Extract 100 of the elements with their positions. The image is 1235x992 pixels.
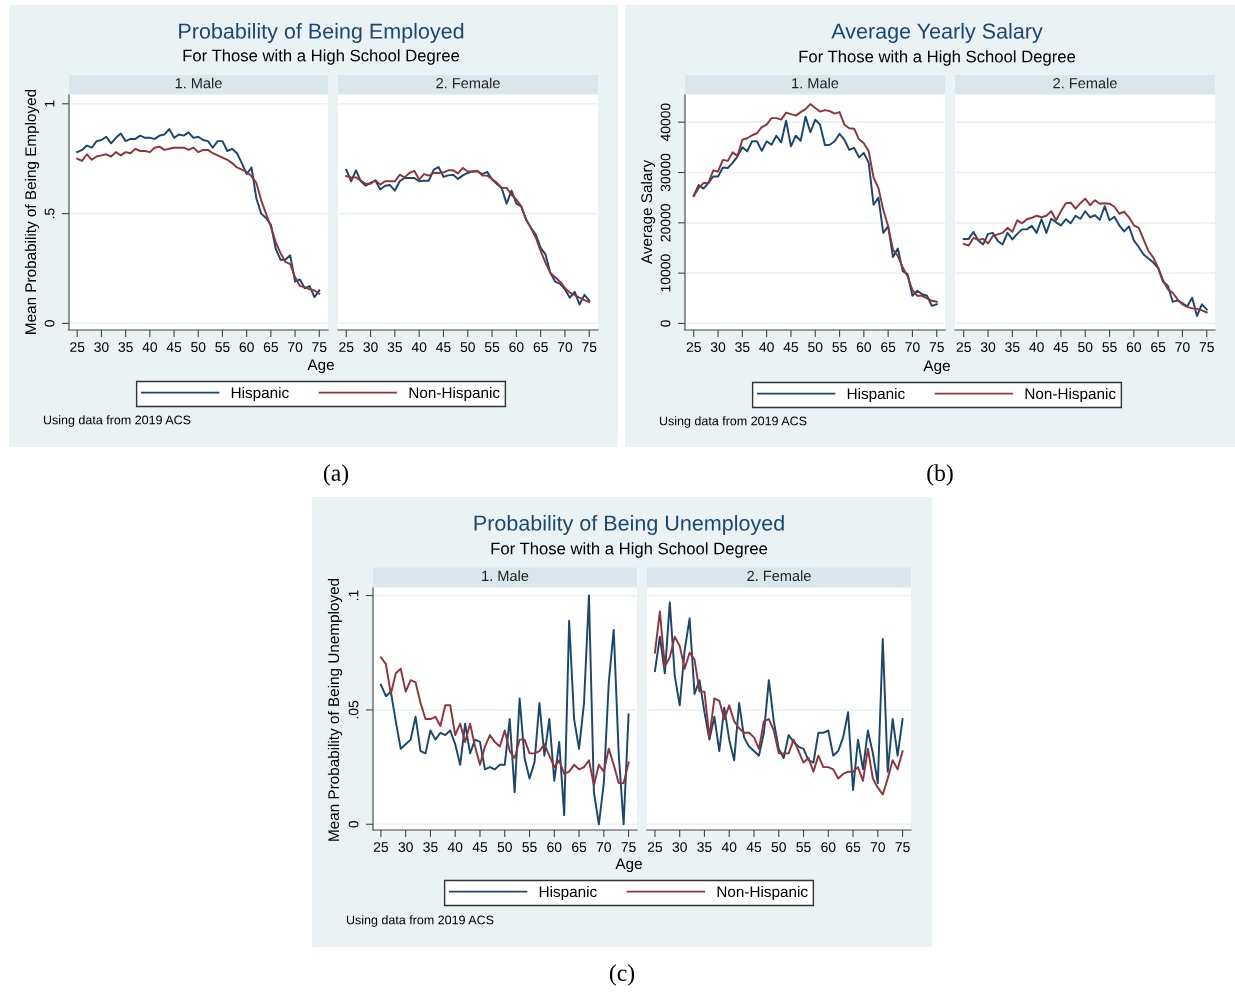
x-tick-label: 25 — [647, 842, 663, 853]
text: Using data from 2019 ACS — [659, 416, 807, 428]
line-series — [379, 656, 630, 787]
x-tick-label: 65 — [881, 342, 896, 353]
text: (c) — [609, 964, 635, 986]
x-tick-label: 25 — [70, 342, 85, 353]
x-tick-label: 75 — [312, 342, 327, 353]
text: 1. Male — [175, 77, 222, 89]
chart-title: Probability of Being Unemployed — [474, 514, 784, 536]
x-tick-label: 25 — [373, 842, 389, 853]
chart-subtitle: For Those with a High School Degree — [183, 49, 460, 65]
x-tick-label: 50 — [808, 342, 823, 353]
x-tick-label: 75 — [582, 342, 597, 353]
x-tick-label: 35 — [423, 842, 438, 853]
x-tick-label: 50 — [191, 342, 206, 353]
text: 2. Female — [1053, 77, 1117, 89]
x-tick-label: 35 — [387, 342, 402, 353]
x-tick-label: 60 — [547, 842, 562, 853]
y-axis-title: Average Salary — [640, 159, 656, 265]
x-tick-label: 40 — [411, 342, 427, 353]
x-tick-label: 60 — [821, 842, 836, 853]
y-tick-label: .5 — [44, 208, 55, 219]
x-tick-label: 45 — [783, 342, 799, 353]
x-tick-label: 55 — [215, 342, 230, 353]
x-tick-label: 30 — [672, 842, 687, 853]
x-tick-label: 65 — [263, 342, 279, 353]
x-tick-label: 45 — [746, 842, 762, 853]
y-axis-title: Mean Probability of Being Unemployed — [327, 578, 343, 841]
x-tick-label: 60 — [509, 342, 524, 353]
x-tick-label: 60 — [856, 342, 872, 353]
legend-label: Hispanic — [539, 885, 597, 901]
x-tick-label: 65 — [533, 342, 548, 353]
line-series — [379, 594, 630, 826]
text: 1. Male — [482, 570, 529, 582]
x-tick-label: 55 — [832, 342, 847, 353]
x-tick-label: 55 — [796, 842, 811, 853]
x-tick-label: 30 — [980, 342, 996, 353]
x-tick-label: 30 — [363, 342, 378, 353]
legend-label: Non-Hispanic — [409, 386, 500, 402]
x-tick-label: 65 — [846, 842, 861, 853]
x-tick-label: 40 — [447, 842, 463, 853]
x-tick-label: 70 — [557, 342, 573, 353]
y-tick-label: 30000 — [660, 153, 671, 192]
y-tick-label: .1 — [348, 590, 359, 601]
y-tick-label: 10000 — [660, 254, 671, 292]
chart-title: Probability of Being Employed — [179, 22, 464, 44]
x-tick-label: 40 — [721, 842, 737, 853]
x-tick-label: 75 — [1199, 342, 1214, 353]
y-tick-label: 1 — [44, 100, 55, 107]
x-tick-label: 25 — [339, 342, 354, 353]
x-tick-label: 65 — [1151, 342, 1166, 353]
x-tick-label: 55 — [484, 342, 500, 353]
chart-subtitle: For Those with a High School Degree — [799, 50, 1076, 66]
x-tick-label: 70 — [288, 342, 303, 353]
x-tick-label: 40 — [1029, 342, 1044, 353]
x-tick-label: 40 — [759, 342, 774, 353]
y-axis-title: Mean Probability of Being Employed — [24, 89, 40, 334]
x-axis-title: Age — [307, 359, 334, 374]
chart-title: Average Yearly Salary — [831, 22, 1043, 44]
x-tick-label: 30 — [398, 842, 413, 853]
x-tick-label: 30 — [94, 342, 109, 353]
x-tick-label: 45 — [472, 842, 488, 853]
x-tick-label: 75 — [621, 842, 636, 853]
text: 1. Male — [792, 77, 839, 89]
x-tick-label: 35 — [735, 342, 750, 353]
chart-subtitle: For Those with a High School Degree — [491, 542, 768, 558]
x-axis-title: Age — [615, 858, 642, 873]
x-tick-label: 70 — [870, 842, 885, 853]
x-tick-label: 70 — [596, 842, 611, 853]
x-tick-label: 60 — [239, 342, 254, 353]
x-tick-label: 50 — [497, 842, 512, 853]
text: (a) — [323, 464, 349, 486]
legend-label: Non-Hispanic — [1025, 387, 1116, 403]
x-tick-label: 50 — [1078, 342, 1093, 353]
x-tick-label: 45 — [166, 342, 182, 353]
legend-label: Non-Hispanic — [717, 885, 808, 901]
x-tick-label: 40 — [142, 342, 158, 353]
text: (b) — [927, 464, 953, 486]
y-tick-label: 40000 — [660, 103, 671, 142]
legend-label: Hispanic — [847, 387, 905, 403]
y-tick-label: 0 — [660, 320, 671, 327]
x-tick-label: 70 — [1175, 342, 1190, 353]
x-tick-label: 35 — [118, 342, 133, 353]
y-tick-label: 20000 — [660, 204, 671, 242]
text: Using data from 2019 ACS — [43, 415, 191, 427]
x-tick-label: 75 — [929, 342, 944, 353]
y-tick-label: .05 — [348, 700, 359, 719]
x-tick-label: 50 — [771, 842, 786, 853]
x-tick-label: 60 — [1126, 342, 1142, 353]
x-tick-label: 70 — [905, 342, 920, 353]
text: 2. Female — [436, 77, 500, 89]
x-tick-label: 50 — [460, 342, 475, 353]
x-tick-label: 35 — [697, 842, 712, 853]
legend-label: Hispanic — [231, 386, 289, 402]
x-tick-label: 25 — [686, 342, 701, 353]
x-tick-label: 75 — [895, 842, 910, 853]
x-tick-label: 55 — [522, 842, 537, 853]
x-tick-label: 35 — [1005, 342, 1020, 353]
y-tick-label: 0 — [348, 820, 359, 828]
text: 2. Female — [747, 570, 811, 582]
